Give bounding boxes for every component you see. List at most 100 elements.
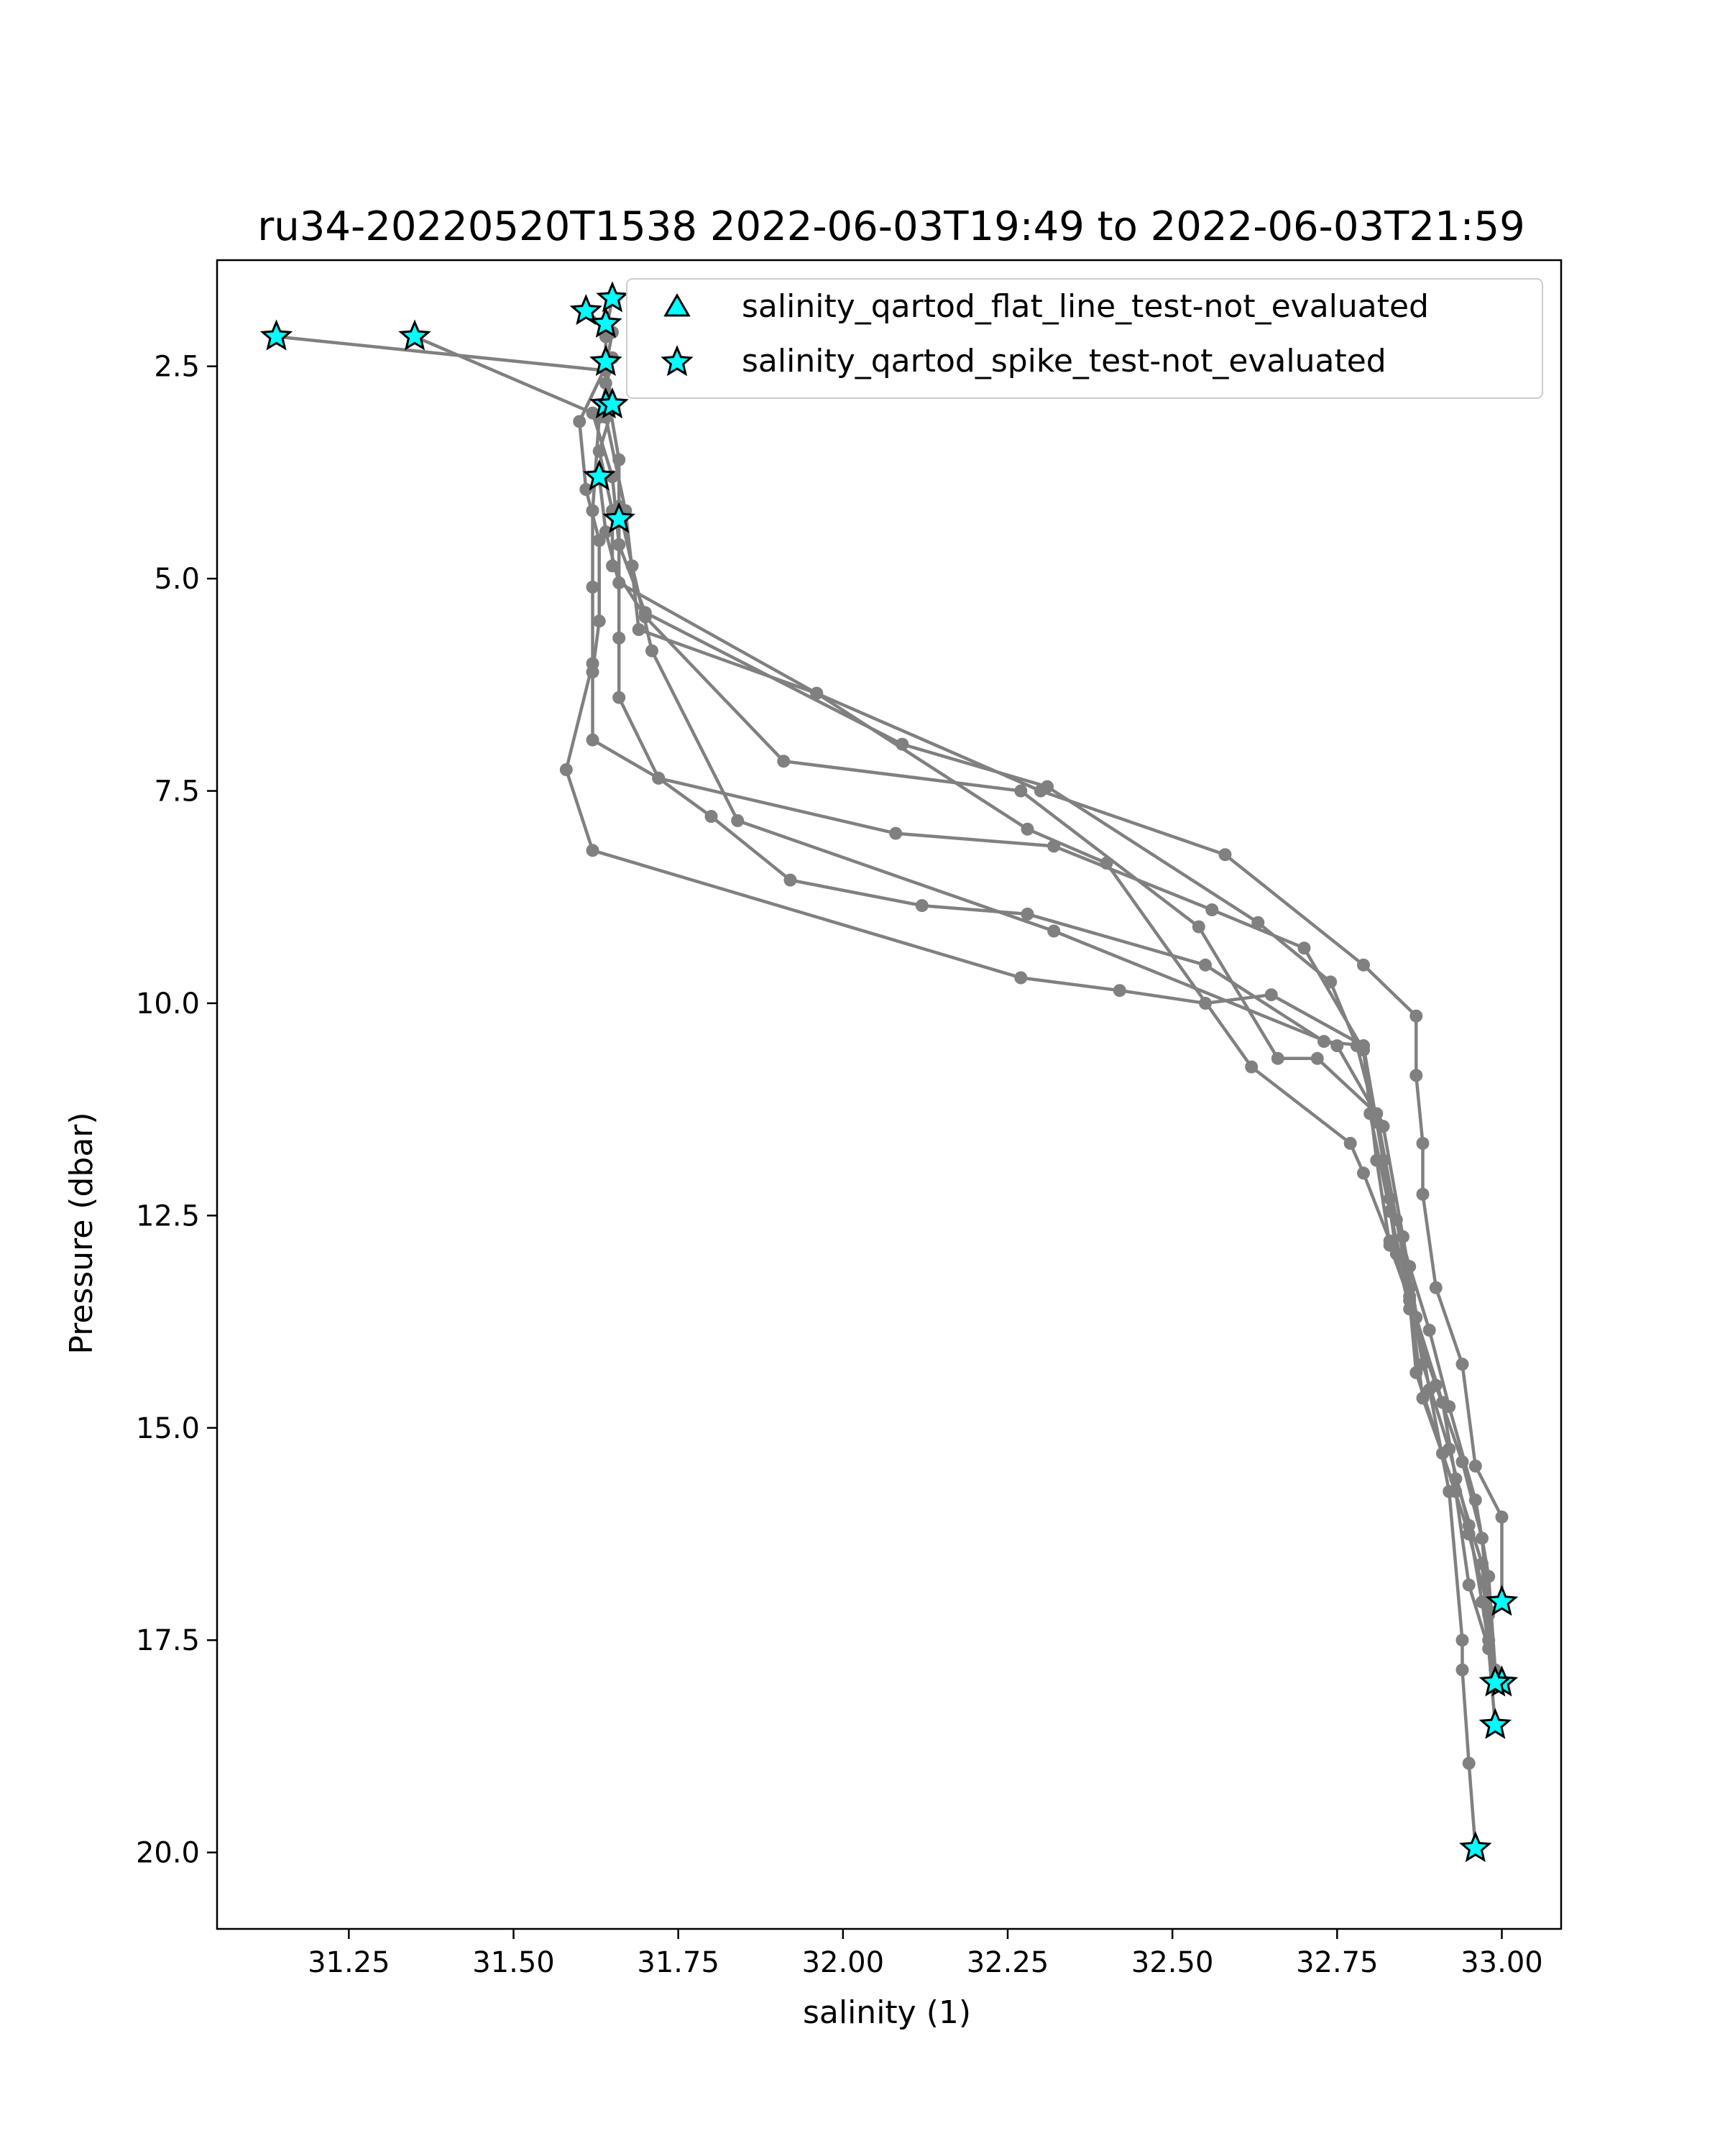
data-point [783, 873, 797, 887]
spike-flag-star-marker [1459, 1830, 1492, 1863]
data-point [612, 453, 626, 466]
spike-flag-star-marker [569, 294, 603, 326]
x-tick-label: 32.25 [967, 1946, 1049, 1979]
data-point [1350, 1039, 1363, 1053]
data-point [1482, 1570, 1496, 1583]
data-point [1047, 839, 1061, 853]
x-axis: 31.25 31.50 31.75 32.00 32.25 32.50 32.75 33.00 [308, 1929, 1543, 1979]
data-point [1422, 1383, 1436, 1396]
x-tick-label: 32.75 [1296, 1946, 1379, 1979]
data-point [731, 814, 745, 827]
data-point [1468, 1493, 1482, 1507]
data-point [1476, 1595, 1489, 1609]
legend-triangle-shape [663, 292, 691, 317]
legend-label-flat-line: salinity_qartod_flat_line_test-not_evalu… [742, 288, 1429, 325]
data-point [559, 763, 573, 776]
data-point [612, 691, 626, 704]
data-point [586, 733, 599, 747]
x-tick-label: 31.25 [308, 1946, 390, 1979]
data-point [1416, 1187, 1430, 1201]
data-point [599, 377, 612, 390]
data-point [1495, 1510, 1509, 1524]
data-point [573, 415, 586, 428]
data-point [1205, 903, 1219, 916]
data-point [612, 631, 626, 645]
data-point [1021, 907, 1034, 921]
x-tick-label: 31.50 [472, 1946, 555, 1979]
data-point [915, 899, 929, 913]
data-point [1397, 1230, 1409, 1243]
data-point [586, 580, 599, 594]
series-line-descent-1 [276, 335, 1504, 1603]
data-point [1310, 1051, 1324, 1065]
data-point [1455, 1663, 1469, 1677]
data-point [1014, 784, 1028, 798]
data-point [1383, 1238, 1397, 1252]
data-point [1409, 1069, 1423, 1082]
data-point [1429, 1281, 1443, 1294]
y-tick-label: 7.5 [154, 775, 200, 808]
data-point [1409, 1009, 1423, 1023]
y-tick-label: 10.0 [136, 987, 200, 1021]
data-point [1251, 916, 1265, 929]
series-line-ascent-3 [597, 336, 1497, 1687]
y-axis-title: Pressure (dbar) [63, 1112, 100, 1354]
legend-box [626, 278, 1543, 399]
data-point [1192, 920, 1205, 934]
data-point [1422, 1323, 1436, 1337]
x-tick-label: 32.50 [1131, 1946, 1214, 1979]
data-point [1324, 975, 1338, 989]
data-point [1264, 988, 1278, 1002]
data-point [586, 844, 599, 857]
data-point [1468, 1460, 1482, 1473]
x-tick-label: 33.00 [1460, 1946, 1543, 1979]
data-point [1245, 1060, 1259, 1074]
data-point [1199, 997, 1212, 1010]
flagged-points-layer [259, 281, 1519, 1863]
data-point [592, 614, 606, 628]
data-point [1014, 971, 1028, 985]
spike-flag-star-marker [602, 502, 635, 533]
legend-triangle-marker [663, 292, 691, 317]
data-point [652, 771, 666, 785]
data-point [592, 444, 606, 458]
y-tick-label: 15.0 [136, 1412, 200, 1445]
x-axis-title: salinity (1) [803, 1994, 971, 2031]
y-tick-label: 2.5 [154, 351, 200, 384]
spike-flag-star-marker [582, 459, 616, 491]
x-tick-label: 32.00 [802, 1946, 885, 1979]
data-point [1021, 822, 1034, 836]
data-point [1113, 984, 1126, 998]
spike-flag-star-marker [589, 306, 622, 338]
spike-flag-star-marker [596, 281, 629, 313]
data-point [1416, 1136, 1430, 1150]
y-tick-label: 20.0 [136, 1837, 200, 1870]
data-point [1462, 1519, 1476, 1532]
legend: salinity_qartod_flat_line_test-not_evalu… [626, 278, 1543, 399]
data-point [1330, 1039, 1344, 1053]
y-tick-label: 5.0 [154, 563, 200, 596]
data-point [579, 483, 593, 497]
legend-star-shape [661, 345, 694, 377]
data-point [889, 826, 903, 840]
spike-flag-star-marker [1478, 1665, 1512, 1697]
plot-area-frame [216, 259, 1563, 1930]
data-point [777, 755, 791, 768]
spike-flag-star-marker [259, 319, 293, 351]
x-tick-label: 31.75 [637, 1946, 719, 1979]
data-point [592, 534, 606, 547]
data-point [1443, 1442, 1456, 1456]
data-point [1383, 1192, 1397, 1205]
spike-flag-star-marker [1485, 1585, 1519, 1616]
data-point [1376, 1120, 1390, 1133]
data-point [612, 538, 626, 551]
data-point [1199, 958, 1212, 972]
data-point [1041, 780, 1054, 793]
data-point [1271, 1051, 1284, 1065]
data-point [632, 623, 645, 636]
data-point [810, 686, 824, 700]
data-point [1343, 1136, 1357, 1150]
data-point [1462, 1578, 1476, 1592]
legend-label-spike: salinity_qartod_spike_test-not_evaluated [742, 343, 1386, 379]
